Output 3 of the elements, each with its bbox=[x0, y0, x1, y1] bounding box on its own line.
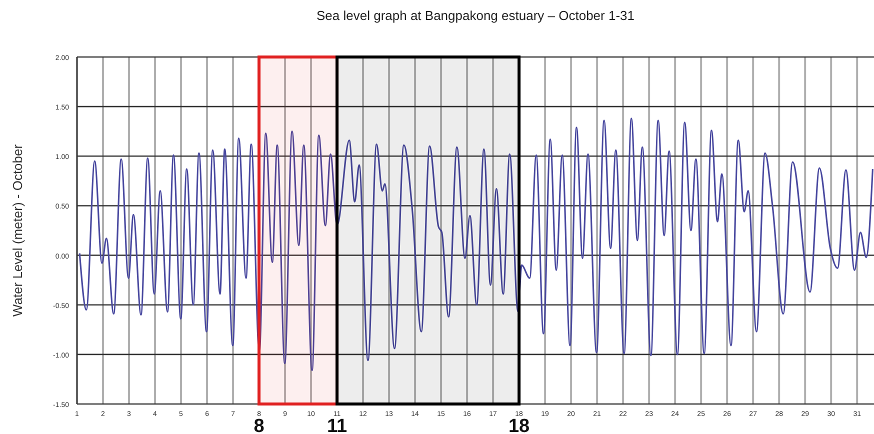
y-axis-title: Water Level (meter) - October bbox=[10, 144, 25, 317]
line-series bbox=[78, 118, 874, 372]
chart-title: Sea level graph at Bangpakong estuary – October 1-31 bbox=[316, 8, 634, 23]
